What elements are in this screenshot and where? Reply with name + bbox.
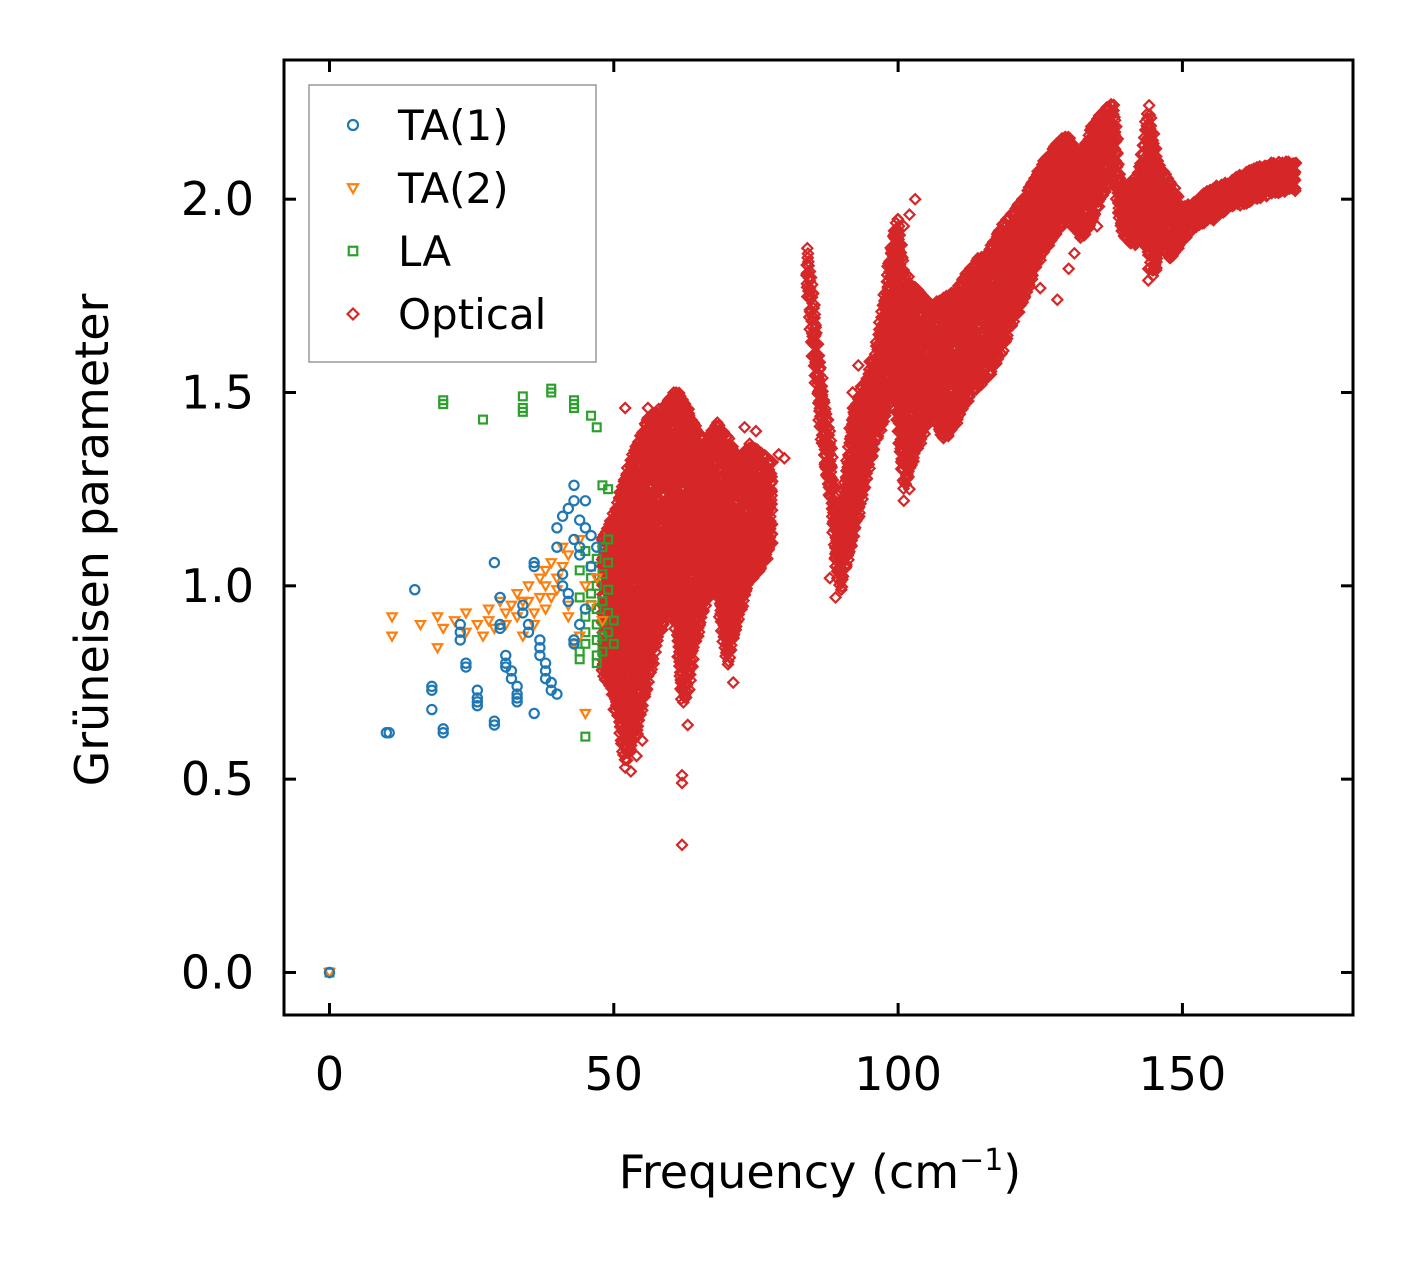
series-optical	[595, 97, 1303, 852]
plot-area	[282, 58, 1355, 1017]
data-point	[641, 675, 656, 689]
data-point	[635, 698, 650, 713]
data-point	[640, 682, 654, 696]
series-layer	[322, 97, 1303, 980]
